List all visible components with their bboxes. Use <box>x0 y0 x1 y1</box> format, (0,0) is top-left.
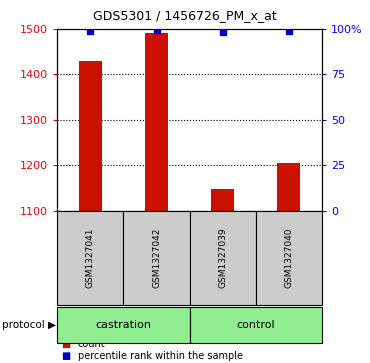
Text: GSM1327041: GSM1327041 <box>86 228 95 288</box>
Bar <box>211 189 234 211</box>
Text: GSM1327040: GSM1327040 <box>284 228 293 288</box>
Text: ■: ■ <box>61 351 70 361</box>
Text: GSM1327039: GSM1327039 <box>218 227 227 288</box>
Text: control: control <box>236 320 275 330</box>
Bar <box>145 33 168 211</box>
Text: count: count <box>78 339 105 349</box>
Text: protocol ▶: protocol ▶ <box>2 320 56 330</box>
Text: GSM1327042: GSM1327042 <box>152 228 161 288</box>
Text: GDS5301 / 1456726_PM_x_at: GDS5301 / 1456726_PM_x_at <box>93 9 277 22</box>
Bar <box>79 61 102 211</box>
Bar <box>277 163 300 211</box>
Text: castration: castration <box>95 320 151 330</box>
Text: percentile rank within the sample: percentile rank within the sample <box>78 351 243 361</box>
Text: ■: ■ <box>61 339 70 349</box>
